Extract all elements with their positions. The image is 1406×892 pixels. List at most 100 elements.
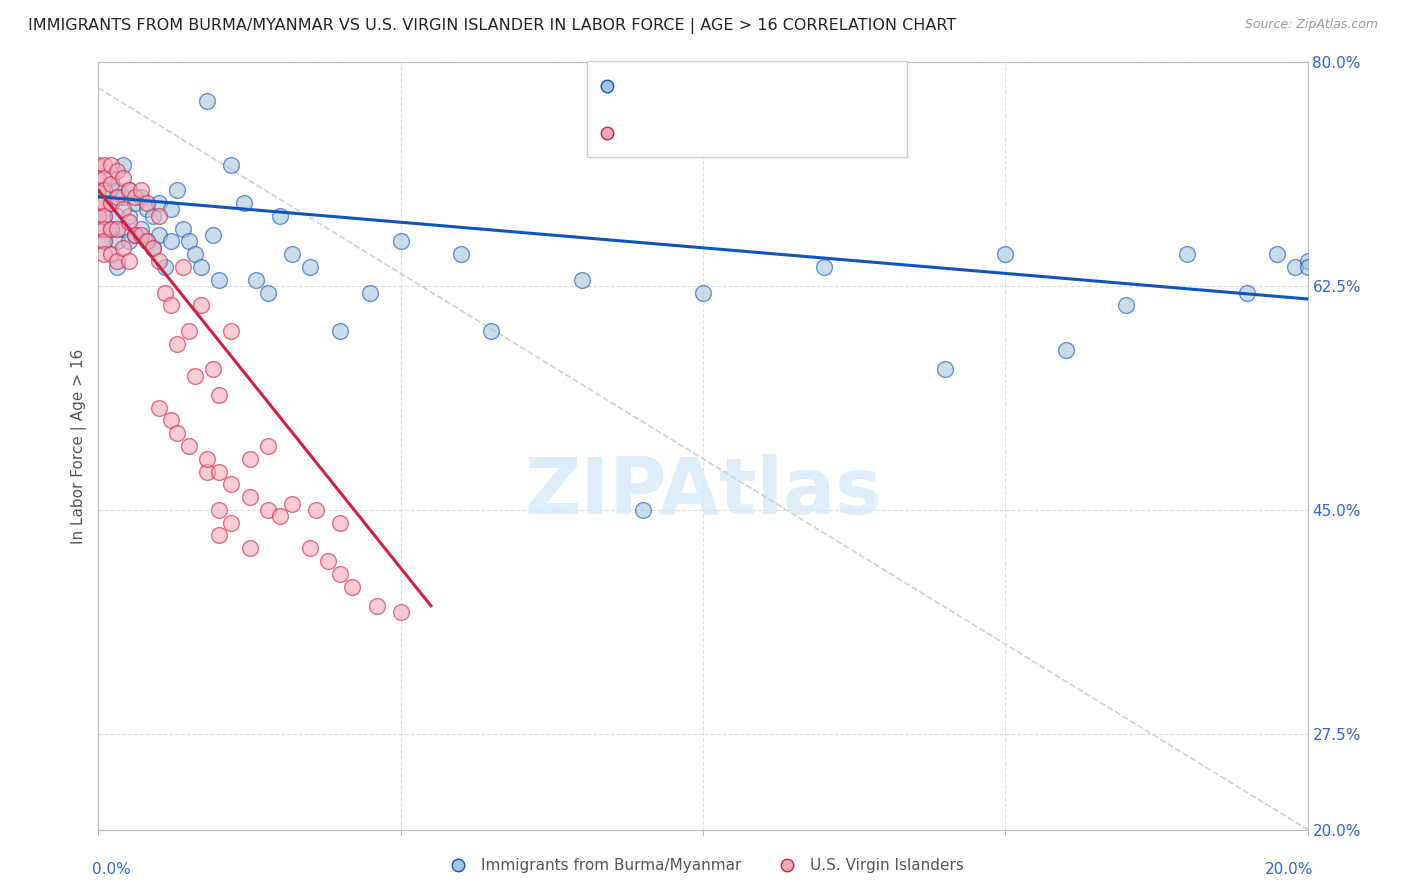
Point bbox=[100, 196, 122, 211]
Point bbox=[1054, 343, 1077, 358]
Point bbox=[129, 183, 152, 197]
Point bbox=[160, 413, 183, 427]
Point bbox=[93, 196, 115, 211]
Point bbox=[1296, 260, 1319, 274]
Point bbox=[105, 209, 128, 223]
Point bbox=[329, 566, 352, 581]
Point bbox=[111, 202, 134, 217]
Point bbox=[281, 247, 304, 261]
Point bbox=[269, 509, 291, 524]
Point bbox=[118, 209, 141, 223]
Point bbox=[160, 202, 183, 217]
Text: -0.279: -0.279 bbox=[671, 78, 723, 93]
Point bbox=[142, 241, 165, 255]
Point bbox=[105, 221, 128, 235]
Point bbox=[450, 247, 472, 261]
Point bbox=[118, 215, 141, 229]
Point bbox=[135, 235, 157, 249]
Point bbox=[221, 158, 243, 172]
Point bbox=[105, 183, 128, 197]
Text: Source: ZipAtlas.com: Source: ZipAtlas.com bbox=[1244, 18, 1378, 31]
Point bbox=[179, 235, 201, 249]
Point bbox=[87, 221, 110, 235]
Text: IMMIGRANTS FROM BURMA/MYANMAR VS U.S. VIRGIN ISLANDER IN LABOR FORCE | AGE > 16 : IMMIGRANTS FROM BURMA/MYANMAR VS U.S. VI… bbox=[28, 18, 956, 34]
Point bbox=[360, 285, 382, 300]
Point bbox=[148, 227, 170, 242]
Point bbox=[184, 247, 207, 261]
Point bbox=[135, 196, 157, 211]
Point bbox=[256, 439, 278, 453]
Point bbox=[93, 221, 115, 235]
Point bbox=[142, 241, 165, 255]
Point bbox=[93, 170, 115, 185]
FancyBboxPatch shape bbox=[586, 61, 907, 158]
Point bbox=[87, 183, 110, 197]
Point bbox=[184, 368, 207, 383]
Point bbox=[111, 158, 134, 172]
Point bbox=[100, 196, 122, 211]
Y-axis label: In Labor Force | Age > 16: In Labor Force | Age > 16 bbox=[72, 349, 87, 543]
Point bbox=[256, 285, 278, 300]
Point bbox=[208, 528, 231, 542]
Point bbox=[93, 183, 115, 197]
Point bbox=[111, 221, 134, 235]
Point bbox=[105, 235, 128, 249]
Point bbox=[179, 439, 201, 453]
Point bbox=[124, 196, 146, 211]
Point bbox=[208, 503, 231, 517]
Point bbox=[232, 196, 254, 211]
Point bbox=[239, 541, 262, 556]
Text: 20.0%: 20.0% bbox=[1265, 862, 1313, 877]
Point bbox=[299, 541, 322, 556]
Point bbox=[93, 209, 115, 223]
Point bbox=[142, 209, 165, 223]
Point bbox=[100, 221, 122, 235]
Point bbox=[316, 554, 339, 568]
Point bbox=[129, 221, 152, 235]
Point bbox=[124, 227, 146, 242]
Point bbox=[1267, 247, 1289, 261]
Point bbox=[239, 490, 262, 504]
Point bbox=[299, 260, 322, 274]
Point bbox=[100, 221, 122, 235]
Text: R =: R = bbox=[630, 126, 661, 140]
Point bbox=[129, 227, 152, 242]
Text: R =: R = bbox=[630, 78, 661, 93]
Point bbox=[281, 496, 304, 510]
Point bbox=[124, 190, 146, 204]
Point bbox=[93, 235, 115, 249]
Point bbox=[100, 177, 122, 191]
Point bbox=[571, 273, 593, 287]
Point bbox=[118, 253, 141, 268]
Point bbox=[269, 209, 291, 223]
Point bbox=[934, 362, 956, 376]
Point bbox=[179, 324, 201, 338]
Point bbox=[245, 273, 267, 287]
Point bbox=[481, 324, 503, 338]
Point bbox=[129, 190, 152, 204]
Point bbox=[221, 516, 243, 530]
Point bbox=[87, 158, 110, 172]
Point bbox=[813, 260, 835, 274]
Point bbox=[87, 196, 110, 211]
Point bbox=[1175, 247, 1198, 261]
Point bbox=[239, 451, 262, 466]
Point bbox=[105, 260, 128, 274]
Point bbox=[105, 253, 128, 268]
Point bbox=[93, 235, 115, 249]
Point bbox=[172, 221, 194, 235]
Point bbox=[87, 209, 110, 223]
Point bbox=[148, 401, 170, 415]
Legend: Immigrants from Burma/Myanmar, U.S. Virgin Islanders: Immigrants from Burma/Myanmar, U.S. Virg… bbox=[436, 852, 970, 880]
Point bbox=[118, 183, 141, 197]
Point bbox=[105, 164, 128, 178]
Point bbox=[342, 580, 364, 594]
Point bbox=[389, 235, 412, 249]
Point bbox=[221, 324, 243, 338]
Point bbox=[221, 477, 243, 491]
Point bbox=[118, 183, 141, 197]
Point bbox=[166, 426, 188, 441]
Point bbox=[100, 247, 122, 261]
Point bbox=[93, 183, 115, 197]
Text: 63: 63 bbox=[823, 78, 844, 93]
